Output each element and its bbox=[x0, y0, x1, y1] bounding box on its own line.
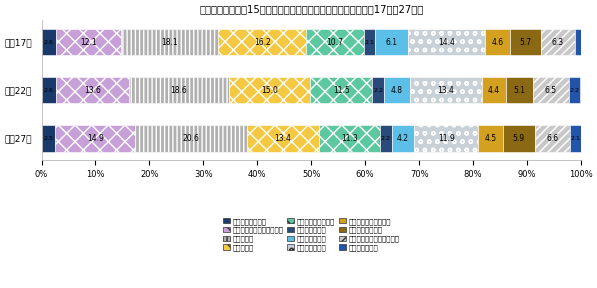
Text: 2.6: 2.6 bbox=[44, 40, 54, 45]
Text: 4.6: 4.6 bbox=[492, 38, 504, 47]
Text: 14.4: 14.4 bbox=[438, 38, 455, 47]
Text: 5.1: 5.1 bbox=[514, 86, 526, 95]
Bar bbox=[375, 29, 408, 55]
Bar bbox=[570, 125, 581, 151]
Text: 5.7: 5.7 bbox=[519, 38, 532, 47]
Text: 5.9: 5.9 bbox=[513, 134, 525, 143]
Text: 4.4: 4.4 bbox=[488, 86, 500, 95]
Text: 2.2: 2.2 bbox=[570, 88, 580, 93]
Text: 6.6: 6.6 bbox=[546, 134, 558, 143]
Text: 4.8: 4.8 bbox=[391, 86, 403, 95]
Text: 18.1: 18.1 bbox=[161, 38, 178, 47]
Bar bbox=[384, 77, 410, 103]
Text: 14.9: 14.9 bbox=[87, 134, 104, 143]
Text: 4.5: 4.5 bbox=[485, 134, 497, 143]
Bar bbox=[380, 125, 392, 151]
Text: 16.2: 16.2 bbox=[254, 38, 270, 47]
Bar bbox=[534, 77, 568, 103]
Bar bbox=[136, 125, 247, 151]
Text: 18.6: 18.6 bbox=[171, 86, 187, 95]
Text: 2.2: 2.2 bbox=[381, 136, 390, 141]
Text: 2.2: 2.2 bbox=[373, 88, 383, 93]
Bar bbox=[42, 77, 56, 103]
Bar bbox=[534, 125, 570, 151]
Legend: 管理的職業従業員, 専門的・技術的職業従事者, 事務従事者, 販売従事者, サービス職業従事者, 保安職業従事者, 農林漁業従事者, 生産工程従事者, 輸送・機: 管理的職業従業員, 専門的・技術的職業従事者, 事務従事者, 販売従事者, サー… bbox=[221, 216, 401, 253]
Text: 6.1: 6.1 bbox=[385, 38, 398, 47]
Bar bbox=[42, 125, 55, 151]
Bar bbox=[121, 29, 219, 55]
Bar bbox=[410, 77, 482, 103]
Bar bbox=[510, 29, 541, 55]
Bar bbox=[503, 125, 534, 151]
Text: 2.6: 2.6 bbox=[44, 88, 54, 93]
Text: 13.4: 13.4 bbox=[274, 134, 291, 143]
Text: 13.6: 13.6 bbox=[84, 86, 101, 95]
Text: 13.4: 13.4 bbox=[438, 86, 454, 95]
Bar bbox=[392, 125, 414, 151]
Bar bbox=[568, 77, 580, 103]
Bar bbox=[42, 29, 56, 55]
Bar bbox=[306, 29, 364, 55]
Bar bbox=[482, 77, 506, 103]
Bar bbox=[506, 77, 534, 103]
Bar bbox=[364, 29, 375, 55]
Text: 11.3: 11.3 bbox=[341, 134, 358, 143]
Bar bbox=[247, 125, 319, 151]
Bar bbox=[485, 29, 510, 55]
Text: 12.1: 12.1 bbox=[80, 38, 97, 47]
Bar bbox=[55, 125, 136, 151]
Bar bbox=[56, 29, 121, 55]
Bar bbox=[319, 125, 380, 151]
Bar bbox=[219, 29, 306, 55]
Bar bbox=[129, 77, 229, 103]
Text: 6.3: 6.3 bbox=[552, 38, 564, 47]
Bar bbox=[478, 125, 503, 151]
Bar bbox=[575, 29, 581, 55]
Bar bbox=[56, 77, 129, 103]
Title: 職業（大分類）別15歳以上就業者の割合の推移－宮城県（平成17年～27年）: 職業（大分類）別15歳以上就業者の割合の推移－宮城県（平成17年～27年） bbox=[199, 4, 423, 14]
Text: 10.7: 10.7 bbox=[327, 38, 343, 47]
Text: 2.1: 2.1 bbox=[571, 136, 581, 141]
Bar bbox=[372, 77, 384, 103]
Text: 4.2: 4.2 bbox=[397, 134, 409, 143]
Bar bbox=[541, 29, 575, 55]
Text: 11.9: 11.9 bbox=[438, 134, 455, 143]
Bar bbox=[310, 77, 372, 103]
Bar bbox=[229, 77, 310, 103]
Text: 11.5: 11.5 bbox=[333, 86, 350, 95]
Text: 6.5: 6.5 bbox=[545, 86, 557, 95]
Bar bbox=[414, 125, 478, 151]
Text: 2.5: 2.5 bbox=[44, 136, 53, 141]
Text: 15.0: 15.0 bbox=[261, 86, 278, 95]
Bar bbox=[408, 29, 485, 55]
Text: 20.6: 20.6 bbox=[183, 134, 199, 143]
Text: 2.1: 2.1 bbox=[364, 40, 374, 45]
